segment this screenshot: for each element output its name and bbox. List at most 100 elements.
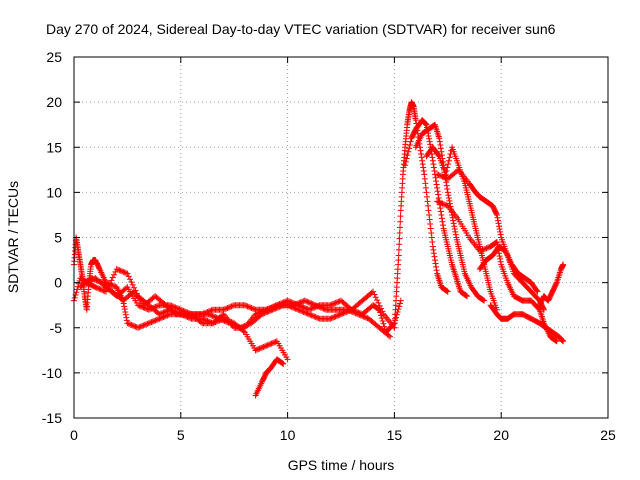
- data-point: [331, 300, 338, 307]
- data-point: [351, 309, 358, 316]
- data-point: [464, 293, 471, 300]
- data-point: [426, 138, 433, 145]
- data-point: [496, 253, 503, 260]
- data-point: [559, 337, 566, 344]
- data-point: [230, 321, 237, 328]
- data-point: [331, 314, 338, 321]
- data-point: [131, 323, 138, 330]
- data-point: [376, 302, 383, 309]
- data-point: [444, 288, 451, 295]
- data-point: [452, 228, 459, 235]
- y-axis-label: SDTVAR / TECUs: [5, 181, 21, 293]
- data-point: [433, 267, 440, 274]
- data-point: [123, 314, 130, 321]
- data-point: [74, 286, 81, 293]
- data-point: [444, 185, 451, 192]
- data-point: [309, 312, 316, 319]
- data-point: [559, 337, 566, 344]
- data-point: [232, 322, 239, 329]
- data-point: [303, 310, 310, 317]
- data-point: [421, 175, 428, 182]
- data-point: [297, 307, 304, 314]
- data-point: [405, 148, 412, 155]
- data-point: [404, 152, 411, 159]
- data-point: [443, 288, 450, 295]
- data-point: [439, 218, 446, 225]
- data-point: [242, 322, 249, 329]
- data-point: [248, 305, 255, 312]
- data-point: [153, 316, 160, 323]
- data-point: [149, 318, 156, 325]
- chart-title: Day 270 of 2024, Sidereal Day-to-day VTE…: [46, 21, 556, 37]
- data-point: [429, 243, 436, 250]
- data-point: [332, 313, 339, 320]
- data-point: [370, 288, 377, 295]
- data-point: [387, 333, 394, 340]
- data-point: [307, 306, 314, 313]
- data-point: [361, 314, 368, 321]
- data-point: [135, 302, 142, 309]
- data-point: [122, 308, 129, 315]
- data-point: [300, 308, 307, 315]
- y-tick-label: 5: [54, 230, 62, 246]
- data-point: [420, 164, 427, 171]
- data-point: [261, 343, 268, 350]
- data-point: [311, 301, 318, 308]
- data-point: [296, 307, 303, 314]
- data-point: [297, 299, 304, 306]
- x-tick-label: 0: [70, 427, 78, 443]
- data-point: [269, 306, 276, 313]
- data-point: [431, 167, 438, 174]
- data-point: [307, 299, 314, 306]
- data-point: [378, 312, 385, 319]
- data-point: [480, 297, 487, 304]
- data-point: [155, 302, 162, 309]
- data-point: [357, 312, 364, 319]
- data-point: [438, 200, 445, 207]
- data-point: [438, 173, 445, 180]
- data-point: [552, 337, 559, 344]
- data-point: [197, 319, 204, 326]
- data-point: [534, 288, 541, 295]
- data-point: [222, 318, 229, 325]
- data-point: [397, 224, 404, 231]
- data-point: [268, 307, 275, 314]
- data-point: [359, 312, 366, 319]
- data-point: [240, 323, 247, 330]
- data-point: [395, 246, 402, 253]
- data-point: [333, 299, 340, 306]
- data-point: [226, 320, 233, 327]
- data-point: [220, 306, 227, 313]
- data-point: [429, 157, 436, 164]
- data-point: [227, 303, 234, 310]
- data-point: [262, 309, 269, 316]
- data-point: [97, 286, 104, 293]
- data-point: [437, 141, 444, 148]
- data-point: [213, 314, 220, 321]
- x-tick-labels: 0 5 10 15 20 25: [70, 427, 616, 443]
- y-tick-label: 20: [46, 94, 62, 110]
- data-point: [96, 264, 103, 271]
- data-point: [327, 315, 334, 322]
- data-point: [329, 301, 336, 308]
- data-point: [308, 300, 315, 307]
- data-point: [127, 276, 134, 283]
- data-point: [214, 315, 221, 322]
- data-point: [371, 291, 378, 298]
- data-point: [313, 302, 320, 309]
- data-point: [496, 223, 503, 230]
- data-point: [129, 289, 136, 296]
- data-point: [445, 157, 452, 164]
- data-point: [269, 339, 276, 346]
- data-point: [494, 214, 501, 221]
- data-point: [305, 299, 312, 306]
- data-point: [284, 356, 291, 363]
- data-point: [206, 311, 213, 318]
- data-point: [148, 305, 155, 312]
- data-point: [124, 270, 131, 277]
- data-point: [268, 340, 275, 347]
- series-track-h: [412, 121, 488, 304]
- data-point: [160, 309, 167, 316]
- data-point: [291, 302, 298, 309]
- data-point: [259, 344, 266, 351]
